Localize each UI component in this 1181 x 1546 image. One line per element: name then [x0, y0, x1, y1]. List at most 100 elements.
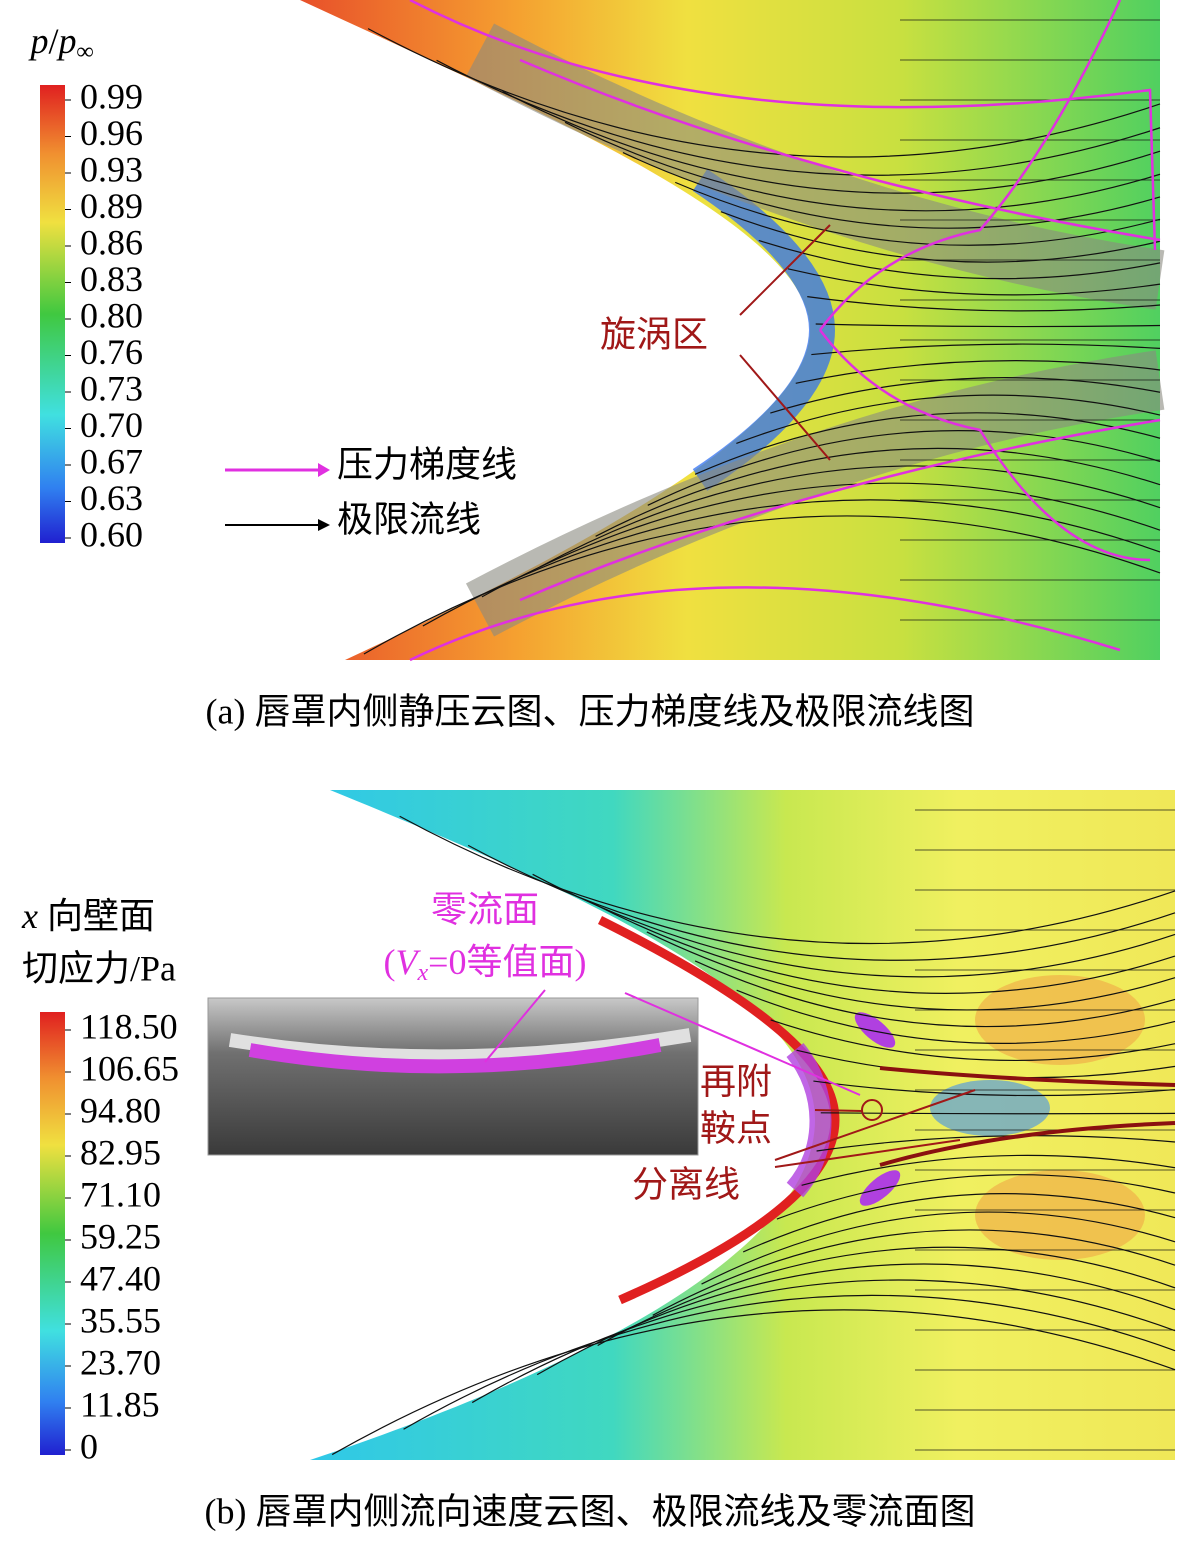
streamline: [816, 1135, 1176, 1152]
pointer: [739, 224, 831, 316]
streamline: [701, 1211, 1176, 1285]
colorbar-tick-label: 0.93: [80, 149, 143, 189]
colorbar-tick-label: 11.85: [80, 1384, 160, 1424]
colorbar-tick-label: 106.65: [80, 1048, 179, 1088]
streamline: [758, 239, 1161, 280]
pointer: [624, 992, 861, 1096]
streamline: [436, 59, 1161, 176]
separation-line: [879, 1066, 1176, 1167]
zero-flow-region: [786, 1043, 832, 1198]
colorbar-tick-label: 82.95: [80, 1132, 161, 1172]
streamline: [801, 1154, 1176, 1186]
streamline: [471, 1279, 1176, 1404]
annotation: 鞍点: [700, 1108, 772, 1148]
streamline: [787, 268, 1161, 296]
streamline: [770, 1019, 1176, 1062]
legend-arrow: [318, 463, 330, 477]
low-shear: [930, 1080, 1050, 1136]
low-pressure-strip: [692, 169, 836, 491]
vortex-band: [465, 23, 1165, 310]
zero-flow-region: [854, 1012, 896, 1048]
colorbar-title: 切应力/Pa: [22, 948, 176, 988]
colorbar: [40, 85, 65, 543]
annotation: 分离线: [632, 1164, 740, 1204]
streamline: [647, 430, 1161, 506]
caption: (a) 唇罩内侧静压云图、压力梯度线及极限流线图: [206, 691, 975, 731]
streamline: [820, 1112, 1176, 1115]
colorbar-title: p/p∞: [27, 21, 93, 64]
pointer: [774, 1089, 976, 1161]
streamline: [331, 1309, 1176, 1456]
streamline: [595, 447, 1161, 537]
high-shear: [975, 975, 1145, 1065]
streamline: [795, 359, 1161, 384]
caption: (b) 唇罩内侧流向速度云图、极限流线及零流面图: [205, 1491, 976, 1531]
streamline: [675, 181, 1161, 246]
high-shear: [975, 1170, 1145, 1260]
colorbar-tick-label: 23.70: [80, 1342, 161, 1382]
saddle-marker: [861, 1099, 883, 1121]
streamline: [622, 152, 1161, 229]
streamline: [742, 1193, 1176, 1253]
colorbar: [40, 1012, 65, 1455]
pointer: [739, 354, 831, 461]
pressure-field: [300, 0, 1160, 660]
legend-label: 压力梯度线: [337, 444, 517, 484]
streamline: [813, 1080, 1176, 1097]
streamline: [403, 1294, 1176, 1430]
colorbar-tick-label: 0.73: [80, 368, 143, 408]
streamline: [815, 323, 1161, 328]
streamline: [776, 1174, 1176, 1220]
colorbar-tick-label: 0: [80, 1426, 98, 1466]
colorbar-tick-label: 0.89: [80, 186, 143, 226]
colorbar-tick-label: 0.99: [80, 76, 143, 116]
streamline: [539, 465, 1161, 568]
colorbar-tick-label: 35.55: [80, 1300, 161, 1340]
legend-label: 极限流线: [337, 499, 481, 539]
streamline: [736, 989, 1176, 1044]
streamline: [770, 377, 1161, 414]
streamline: [736, 394, 1161, 445]
streamline: [564, 121, 1161, 212]
streamline: [811, 343, 1161, 356]
annotation: (Vx=0等值面): [384, 942, 587, 985]
vortex-band: [465, 350, 1165, 637]
streamline: [532, 873, 1176, 978]
colorbar-tick-label: 47.40: [80, 1258, 161, 1298]
pointer: [484, 989, 546, 1063]
colorbar-tick-label: 0.86: [80, 222, 143, 262]
annotation: 零流面: [431, 889, 539, 929]
streamline: [592, 902, 1176, 994]
colorbar-tick-label: 0.70: [80, 405, 143, 445]
streamline: [399, 815, 1176, 945]
streamline: [694, 960, 1176, 1028]
inset-zero-flow: [248, 1038, 662, 1074]
colorbar-tick-label: 59.25: [80, 1216, 161, 1256]
streamline: [807, 296, 1161, 312]
colorbar-tick-label: 0.63: [80, 478, 143, 518]
streamline: [597, 1246, 1176, 1347]
colorbar-tick-label: 0.76: [80, 332, 143, 372]
colorbar-tick-label: 0.96: [80, 113, 143, 153]
colorbar-tick-label: 0.67: [80, 441, 143, 481]
streamline: [646, 931, 1176, 1011]
annotation: 再附: [700, 1061, 772, 1101]
pointer: [774, 1139, 961, 1168]
colorbar-tick-label: 0.83: [80, 259, 143, 299]
streamline: [502, 91, 1161, 194]
colorbar-tick-label: 94.80: [80, 1090, 161, 1130]
pointer: [814, 1109, 863, 1112]
wall-peak: [597, 915, 840, 1305]
streamline: [363, 515, 1161, 655]
streamline: [481, 482, 1161, 598]
colorbar-title: x 向壁面: [21, 896, 155, 936]
colorbar-tick-label: 0.80: [80, 295, 143, 335]
zero-flow-region: [859, 1170, 901, 1206]
colorbar-tick-label: 0.60: [80, 514, 143, 554]
streamline: [652, 1229, 1176, 1316]
inset: [207, 997, 699, 1156]
gradient-line: [409, 0, 1161, 662]
colorbar-tick-label: 118.50: [80, 1006, 178, 1046]
